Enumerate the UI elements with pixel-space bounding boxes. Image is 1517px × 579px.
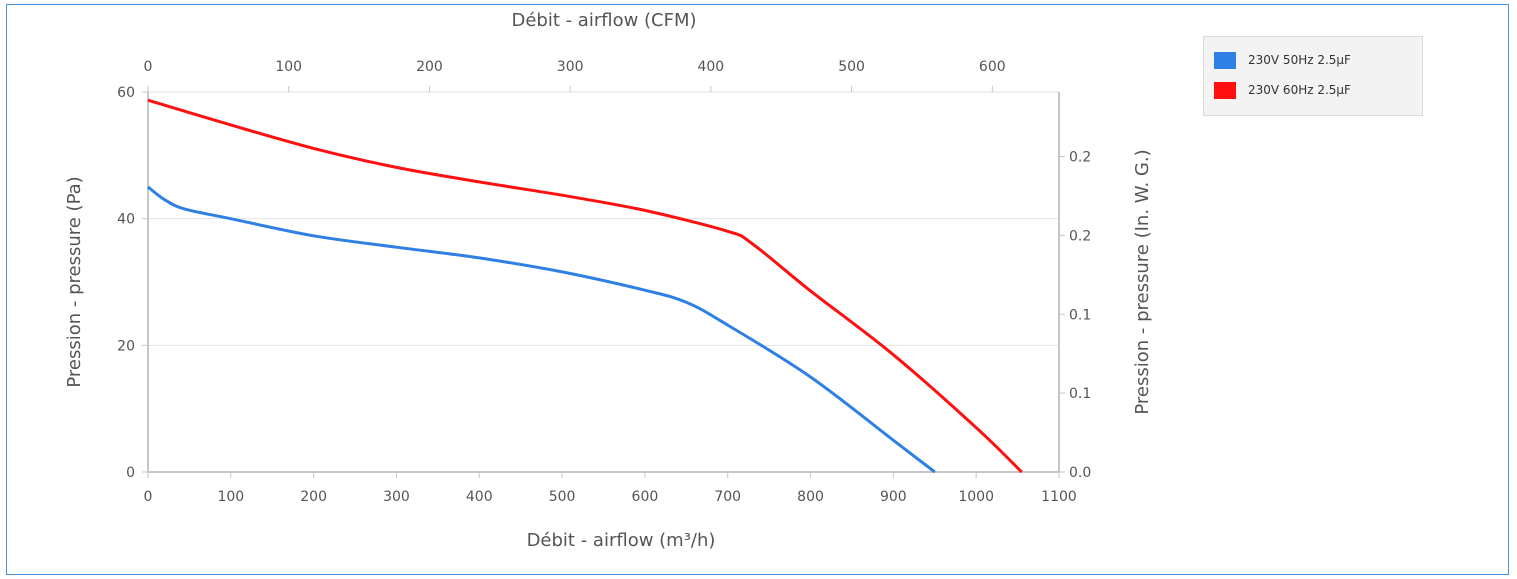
- x-tick-label: 400: [466, 489, 493, 505]
- y-tick-label: 20: [117, 338, 135, 354]
- y2-axis-title: Pression - pressure (In. W. G.): [1132, 149, 1153, 414]
- x-tick-label: 600: [632, 489, 659, 505]
- axes: [142, 86, 1065, 478]
- legend-item-50hz[interactable]: 230V 50Hz 2.5µF: [1214, 45, 1422, 75]
- x-tick-label: 500: [549, 489, 576, 505]
- x-axis-title: Débit - airflow (m³/h): [527, 530, 716, 551]
- x2-tick-label: 200: [416, 59, 443, 75]
- x2-axis-title: Débit - airflow (CFM): [511, 10, 696, 31]
- legend-swatch: [1214, 81, 1236, 99]
- x2-tick-label: 100: [275, 59, 302, 75]
- x2-tick-label: 300: [557, 59, 584, 75]
- legend-label: 230V 60Hz 2.5µF: [1248, 83, 1351, 97]
- y2-tick-label: 0.0: [1069, 465, 1091, 481]
- y2-tick-label: 0.2: [1069, 150, 1091, 166]
- x2-tick-label: 400: [697, 59, 724, 75]
- y-tick-label: 40: [117, 212, 135, 228]
- x-tick-label: 200: [300, 489, 327, 505]
- x-tick-label: 0: [144, 489, 153, 505]
- x2-tick-label: 0: [144, 59, 153, 75]
- y2-tick-label: 0.1: [1069, 386, 1091, 402]
- x-tick-label: 900: [880, 489, 907, 505]
- chart-frame: 0 100 200 300 400 500 600 700 800 900 1000 1100 0 100…: [6, 4, 1509, 575]
- x-tick-label: 700: [714, 489, 741, 505]
- y2-tick-label: 0.1: [1069, 307, 1091, 323]
- x2-tick-label: 500: [838, 59, 865, 75]
- legend-item-60hz[interactable]: 230V 60Hz 2.5µF: [1214, 75, 1422, 105]
- x-tick-label: 100: [217, 489, 244, 505]
- series-line-0: [147, 185, 936, 474]
- x2-tick-label: 600: [979, 59, 1006, 75]
- x-tick-label: 1000: [958, 489, 994, 505]
- series-lines: [147, 98, 1023, 474]
- y-tick-label: 0: [126, 465, 135, 481]
- x-tick-label: 1100: [1041, 489, 1077, 505]
- x-tick-label: 800: [797, 489, 824, 505]
- legend-swatch: [1214, 51, 1236, 69]
- y-tick-label: 60: [117, 85, 135, 101]
- x-tick-label: 300: [383, 489, 410, 505]
- legend: 230V 50Hz 2.5µF 230V 60Hz 2.5µF: [1203, 36, 1423, 116]
- series-line-1: [147, 98, 1023, 474]
- y2-tick-label: 0.2: [1069, 228, 1091, 244]
- y-axis-title: Pression - pressure (Pa): [64, 176, 85, 387]
- legend-label: 230V 50Hz 2.5µF: [1248, 53, 1351, 67]
